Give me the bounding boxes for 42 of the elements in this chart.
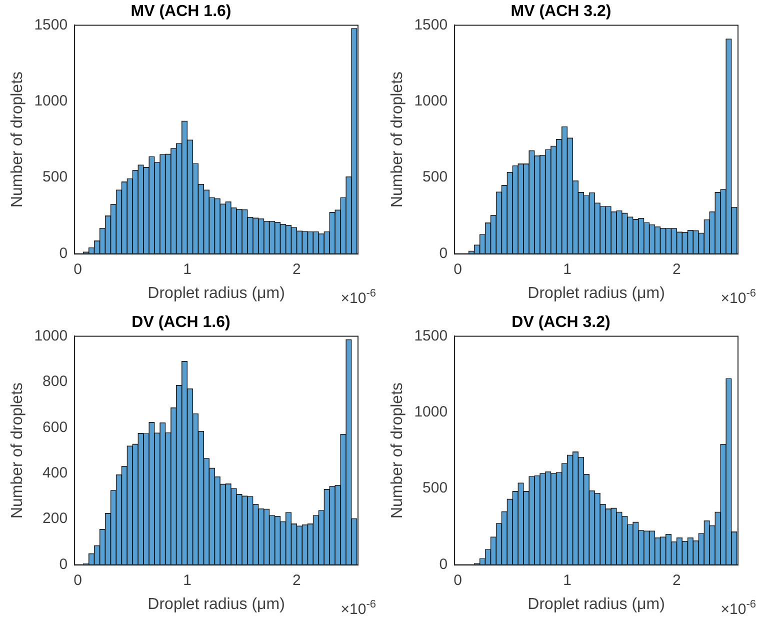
y-tick-label: 500 <box>422 168 448 186</box>
x-tick-label: 0 <box>454 572 462 589</box>
x-tick-label: 2 <box>292 260 301 278</box>
y-tick-label: 1500 <box>34 16 68 34</box>
chart-title: MV (ACH 1.6) <box>130 3 232 20</box>
x-axis-title: Droplet radius (μm) <box>148 596 285 613</box>
y-tick-label: 1000 <box>414 404 448 421</box>
y-axis-title: Number of droplets <box>389 382 406 519</box>
y-tick-label: 800 <box>42 373 68 390</box>
x-tick-label: 2 <box>292 572 301 589</box>
x-axis-title: Droplet radius (μm) <box>528 596 665 613</box>
y-tick-label: 1000 <box>34 327 68 344</box>
y-tick-label: 0 <box>439 556 448 573</box>
y-tick-label: 200 <box>42 510 68 528</box>
x-axis-title: Droplet radius (μm) <box>528 284 665 302</box>
y-tick-label: 0 <box>439 244 448 262</box>
y-tick-label: 500 <box>42 168 68 186</box>
x-tick-label: 0 <box>74 260 82 278</box>
y-tick-label: 500 <box>422 480 448 497</box>
y-tick-label: 0 <box>59 244 68 262</box>
x-tick-label: 2 <box>672 260 681 278</box>
y-axis-title: Number of droplets <box>9 71 26 208</box>
x-tick-label: 1 <box>563 260 572 278</box>
x-tick-label: 1 <box>563 572 572 589</box>
x-tick-label: 0 <box>74 572 82 589</box>
y-tick-label: 400 <box>42 464 68 482</box>
chart-title: DV (ACH 3.2) <box>512 314 610 332</box>
chart-title: DV (ACH 1.6) <box>132 314 230 332</box>
y-tick-label: 0 <box>59 556 68 573</box>
x-axis-title: Droplet radius (μm) <box>148 284 285 302</box>
y-tick-label: 1000 <box>34 92 68 110</box>
x-tick-label: 0 <box>454 260 462 278</box>
x-tick-label: 1 <box>183 572 192 589</box>
chart-title: MV (ACH 3.2) <box>510 3 612 20</box>
y-tick-label: 1500 <box>414 327 448 344</box>
y-axis-title: Number of droplets <box>389 71 406 208</box>
y-tick-label: 600 <box>42 418 68 436</box>
y-tick-label: 1500 <box>414 16 448 34</box>
y-tick-label: 1000 <box>414 92 448 110</box>
x-tick-label: 2 <box>672 572 681 589</box>
x-tick-label: 1 <box>183 260 192 278</box>
y-axis-title: Number of droplets <box>9 382 26 519</box>
